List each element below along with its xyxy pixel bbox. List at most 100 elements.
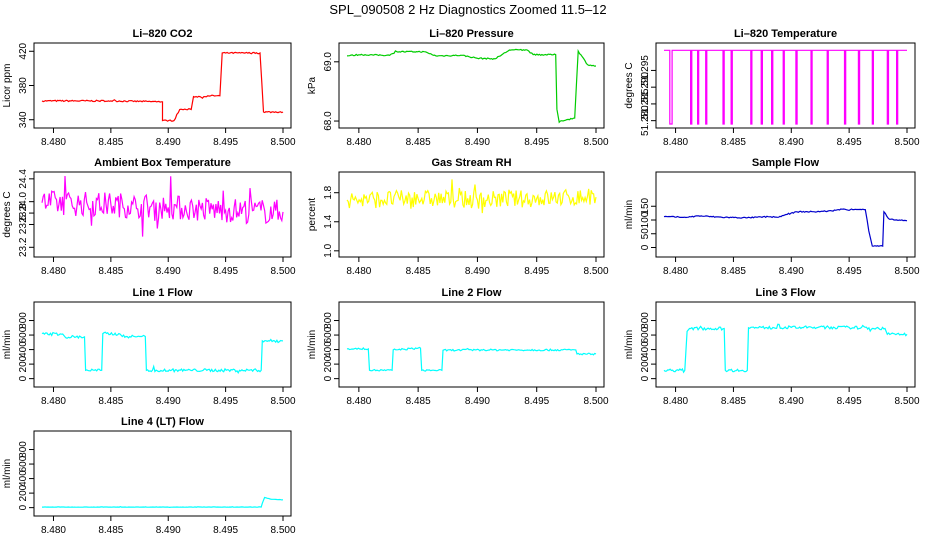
x-tick-label: 8.495 — [213, 396, 238, 407]
y-tick-label: 200 — [18, 484, 29, 501]
chart-panel-6: Sample Flow ml/min 8.480 8.485 8.490 8.495 8.5… — [624, 157, 920, 277]
y-axis-label: kPa — [307, 76, 318, 94]
y-tick-label: 400 — [18, 341, 29, 358]
x-tick-label: 8.480 — [346, 137, 371, 148]
x-tick-label: 8.500 — [894, 266, 919, 277]
y-tick-label: 51.295 — [640, 55, 651, 86]
x-tick-label: 8.495 — [524, 266, 549, 277]
x-tick-label: 8.500 — [894, 396, 919, 407]
y-axis-label: degrees C — [2, 191, 13, 237]
x-tick-label: 8.485 — [721, 137, 746, 148]
plot-frame — [655, 301, 916, 388]
y-axis-label: ml/min — [2, 330, 13, 359]
chart-title: Line 3 Flow — [756, 287, 816, 299]
y-axis-label: percent — [307, 198, 318, 232]
y-tick-label: 23.2 — [18, 237, 29, 257]
y-tick-label: 1.4 — [323, 214, 334, 228]
x-tick-label: 8.480 — [41, 525, 66, 536]
series-line-1 — [42, 496, 284, 509]
x-tick-label: 8.495 — [837, 266, 862, 277]
plot-frame — [338, 171, 605, 258]
y-tick-label: 600 — [18, 326, 29, 343]
x-tick-label: 8.480 — [346, 396, 371, 407]
series-line-1 — [664, 49, 907, 125]
y-tick-label: 23.8 — [18, 203, 29, 223]
x-tick-label: 8.485 — [98, 266, 123, 277]
x-tick-label: 8.485 — [406, 266, 431, 277]
chart-title: Li–820 Pressure — [429, 28, 513, 40]
x-tick-label: 8.480 — [663, 396, 688, 407]
y-tick-label: 24.0 — [18, 191, 29, 211]
x-tick-label: 8.480 — [41, 266, 66, 277]
x-tick-label: 8.495 — [524, 396, 549, 407]
y-tick-label: 400 — [640, 341, 651, 358]
x-tick-label: 8.485 — [98, 137, 123, 148]
x-tick-label: 8.495 — [524, 137, 549, 148]
x-tick-label: 8.485 — [98, 396, 123, 407]
series-line-1 — [663, 208, 908, 247]
y-axis-label: ml/min — [2, 459, 13, 488]
x-tick-label: 8.485 — [721, 266, 746, 277]
plot-frame — [33, 301, 292, 388]
x-tick-label: 8.490 — [156, 137, 181, 148]
plot-frame — [655, 42, 916, 129]
x-tick-label: 8.495 — [213, 266, 238, 277]
y-tick-label: 150 — [640, 197, 651, 214]
chart-title: Li–820 CO2 — [133, 28, 193, 40]
chart-panel-8: Line 2 Flow ml/min 8.480 8.485 8.490 8.495 8.5… — [307, 287, 609, 407]
chart-title: Line 1 Flow — [133, 287, 193, 299]
series-line-1 — [41, 51, 284, 122]
plot-frame — [338, 42, 605, 129]
y-tick-label: 0 — [640, 375, 651, 381]
y-tick-label: 68.0 — [323, 111, 334, 131]
plot-frame — [33, 171, 292, 258]
series-line-1 — [346, 346, 597, 372]
x-tick-label: 8.485 — [98, 525, 123, 536]
y-axis-label: ml/min — [624, 200, 635, 229]
y-tick-label: 51.285 — [640, 88, 651, 119]
series-line-1 — [346, 179, 597, 214]
chart-title: Sample Flow — [752, 157, 820, 169]
y-tick-label: 69.0 — [323, 52, 334, 72]
series-line-1 — [41, 175, 284, 237]
y-tick-label: 800 — [18, 312, 29, 329]
y-axis-label: ml/min — [307, 330, 318, 359]
x-tick-label: 8.490 — [779, 396, 804, 407]
chart-panel-4: Ambient Box Temperature degrees C 8.480 8.4… — [2, 157, 296, 277]
chart-panel-7: Line 1 Flow ml/min 8.480 8.485 8.490 8.495 8.5… — [2, 287, 296, 407]
x-tick-label: 8.500 — [894, 137, 919, 148]
plot-frame — [33, 430, 292, 517]
x-tick-label: 8.495 — [213, 137, 238, 148]
chart-title: Line 2 Flow — [442, 287, 502, 299]
chart-panel-9: Line 3 Flow ml/min 8.480 8.485 8.490 8.495 8.5… — [624, 287, 920, 407]
y-tick-label: 800 — [18, 441, 29, 458]
x-tick-label: 8.480 — [663, 266, 688, 277]
x-tick-label: 8.485 — [721, 396, 746, 407]
y-tick-label: 100 — [640, 211, 651, 228]
y-axis-label: Licor ppm — [2, 64, 13, 108]
y-tick-label: 50 — [640, 228, 651, 240]
x-tick-label: 8.490 — [156, 266, 181, 277]
y-tick-label: 600 — [18, 455, 29, 472]
x-tick-label: 8.490 — [465, 137, 490, 148]
x-tick-label: 8.500 — [270, 525, 295, 536]
y-tick-label: 51.280 — [640, 105, 651, 136]
chart-panel-10: Line 4 (LT) Flow ml/min 8.480 8.485 8.490 8.4… — [2, 416, 296, 536]
x-tick-label: 8.490 — [779, 137, 804, 148]
series-line-1 — [663, 323, 908, 374]
y-tick-label: 24.4 — [18, 169, 29, 189]
x-tick-label: 8.495 — [213, 525, 238, 536]
chart-title: Li–820 Temperature — [734, 28, 837, 40]
y-tick-label: 0 — [18, 504, 29, 510]
y-tick-label: 1.0 — [323, 243, 334, 257]
plot-frame — [655, 171, 916, 258]
y-axis-label: degrees C — [624, 62, 635, 108]
chart-panel-2: Li–820 Pressure kPa 8.480 8.485 8.490 8.495 8.… — [307, 28, 609, 148]
y-tick-label: 400 — [18, 470, 29, 487]
x-tick-label: 8.490 — [465, 396, 490, 407]
x-tick-label: 8.490 — [156, 396, 181, 407]
x-tick-label: 8.495 — [837, 137, 862, 148]
x-tick-label: 8.500 — [270, 137, 295, 148]
series-line-1 — [346, 48, 597, 124]
